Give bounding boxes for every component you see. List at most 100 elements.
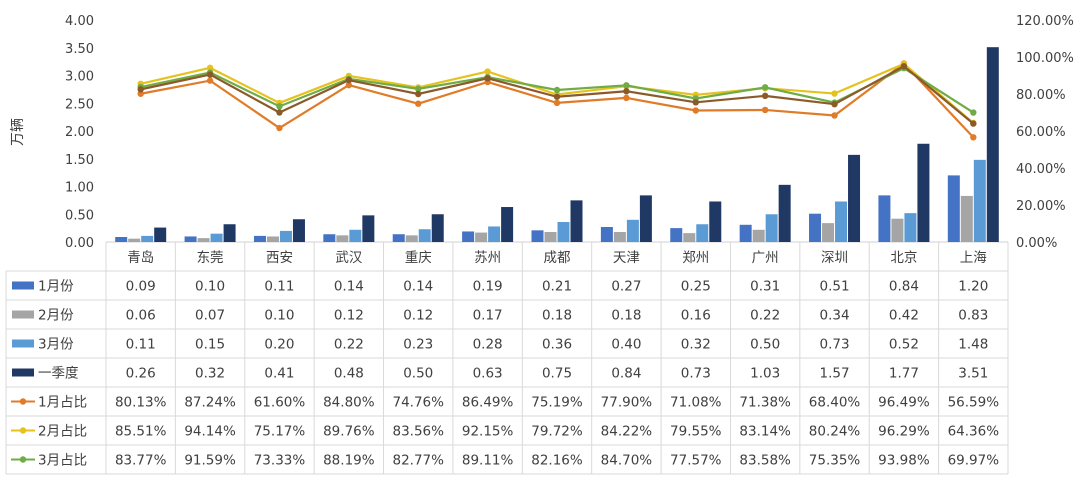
table-cell: 0.83 bbox=[958, 308, 988, 324]
y-tick-label: 2.00 bbox=[65, 125, 94, 140]
table-cell: 0.42 bbox=[889, 308, 919, 324]
line-point bbox=[206, 77, 214, 84]
bar bbox=[878, 195, 891, 242]
table-cell: 83.77% bbox=[115, 453, 167, 469]
table-cell: 1.57 bbox=[820, 366, 850, 382]
table-cell: 0.14 bbox=[403, 279, 433, 295]
bar bbox=[739, 224, 752, 242]
line-point bbox=[970, 109, 977, 116]
bar bbox=[765, 214, 778, 242]
bar bbox=[431, 214, 444, 242]
line-point bbox=[206, 64, 214, 72]
table-cell: 0.36 bbox=[542, 337, 572, 353]
y2-tick-label: 0.00% bbox=[1016, 236, 1057, 251]
bar bbox=[392, 234, 405, 242]
bar bbox=[488, 226, 501, 242]
y2-tick-label: 60.00% bbox=[1016, 125, 1066, 140]
bar bbox=[266, 236, 279, 242]
y-tick-label: 3.00 bbox=[65, 70, 94, 85]
table-cell: 93.98% bbox=[878, 453, 930, 469]
data-table: 青岛 东莞 西安 武汉 重庆 苏州 成都 天津 郑州 广州 深圳 北京 上海 1月份 0.09 0.10 0.1… bbox=[5, 242, 1009, 475]
bars bbox=[115, 47, 999, 242]
table-cell: 0.28 bbox=[473, 337, 503, 353]
table-cell: 0.32 bbox=[681, 337, 711, 353]
table-cell: 0.23 bbox=[403, 337, 433, 353]
table-cell: 83.14% bbox=[739, 424, 791, 440]
bar bbox=[904, 213, 917, 242]
table-cell: 84.22% bbox=[601, 424, 653, 440]
category-label: 北京 bbox=[890, 250, 917, 266]
y-axis-label: 万辆 bbox=[10, 118, 26, 146]
line-point bbox=[970, 120, 977, 127]
line-point bbox=[831, 90, 838, 97]
table-cell: 85.51% bbox=[115, 424, 167, 440]
bar bbox=[696, 224, 709, 242]
table-cell: 94.14% bbox=[184, 424, 236, 440]
table-cell: 0.12 bbox=[334, 308, 364, 324]
line-point bbox=[415, 85, 422, 93]
y2-tick-label: 120.00% bbox=[1016, 14, 1074, 29]
table-cell: 71.38% bbox=[739, 395, 791, 411]
table-cell: 0.51 bbox=[820, 279, 850, 295]
bar bbox=[960, 195, 973, 242]
category-label: 青岛 bbox=[127, 250, 154, 266]
table-cell: 0.19 bbox=[473, 279, 503, 295]
table-cell: 61.60% bbox=[254, 395, 306, 411]
line-point bbox=[415, 100, 422, 107]
table-cell: 0.21 bbox=[542, 279, 572, 295]
table-cell: 83.58% bbox=[739, 453, 791, 469]
category-label: 成都 bbox=[544, 250, 571, 266]
table-cell: 84.70% bbox=[601, 453, 653, 469]
y-tick-label: 2.50 bbox=[65, 97, 94, 112]
table-cell: 0.16 bbox=[681, 308, 711, 324]
legend-key-marker bbox=[19, 427, 27, 434]
table-cell: 0.34 bbox=[820, 308, 850, 324]
legend-label: 一季度 bbox=[38, 366, 79, 382]
table-cell: 0.26 bbox=[126, 366, 156, 382]
category-label: 重庆 bbox=[405, 250, 432, 266]
bar bbox=[349, 229, 362, 242]
bar bbox=[822, 223, 835, 242]
bar bbox=[809, 213, 822, 242]
bar bbox=[253, 235, 266, 242]
line-point bbox=[553, 86, 561, 94]
y-tick-label: 4.00 bbox=[65, 14, 94, 29]
bar bbox=[184, 236, 197, 242]
y-tick-label: 1.00 bbox=[65, 181, 94, 196]
table-cell: 0.25 bbox=[681, 279, 711, 295]
table-cell: 75.19% bbox=[531, 395, 583, 411]
bar bbox=[336, 235, 349, 242]
table-cell: 79.72% bbox=[531, 424, 583, 440]
table-cell: 0.32 bbox=[195, 366, 225, 382]
bar bbox=[279, 230, 292, 242]
table-cell: 84.80% bbox=[323, 395, 375, 411]
line-point bbox=[692, 99, 699, 106]
table-cell: 87.24% bbox=[184, 395, 236, 411]
table-cell: 0.73 bbox=[681, 366, 711, 382]
line-point bbox=[970, 134, 977, 141]
table-cell: 0.20 bbox=[264, 337, 294, 353]
bar bbox=[197, 238, 210, 242]
table-cell: 1.77 bbox=[889, 366, 919, 382]
legend-key-bar bbox=[12, 310, 34, 319]
y-tick-label: 0.00 bbox=[65, 236, 94, 251]
legend-key-bar bbox=[12, 368, 34, 377]
table-cell: 75.35% bbox=[809, 453, 861, 469]
legend-label: 3月占比 bbox=[38, 453, 87, 469]
table-cell: 0.06 bbox=[126, 308, 156, 324]
table-cell: 79.55% bbox=[670, 424, 722, 440]
table-cell: 80.13% bbox=[115, 395, 167, 411]
line-point bbox=[484, 68, 491, 75]
category-label: 广州 bbox=[752, 250, 779, 266]
lines bbox=[137, 60, 977, 141]
table-cell: 0.11 bbox=[264, 279, 294, 295]
line-point bbox=[345, 81, 353, 89]
table-cell: 0.09 bbox=[126, 279, 156, 295]
table-cell: 1.03 bbox=[750, 366, 780, 382]
table-cell: 0.18 bbox=[542, 308, 572, 324]
table-cell: 0.63 bbox=[473, 366, 503, 382]
table-cell: 73.33% bbox=[254, 453, 306, 469]
table-cell: 3.51 bbox=[958, 366, 988, 382]
line-point bbox=[276, 103, 283, 110]
